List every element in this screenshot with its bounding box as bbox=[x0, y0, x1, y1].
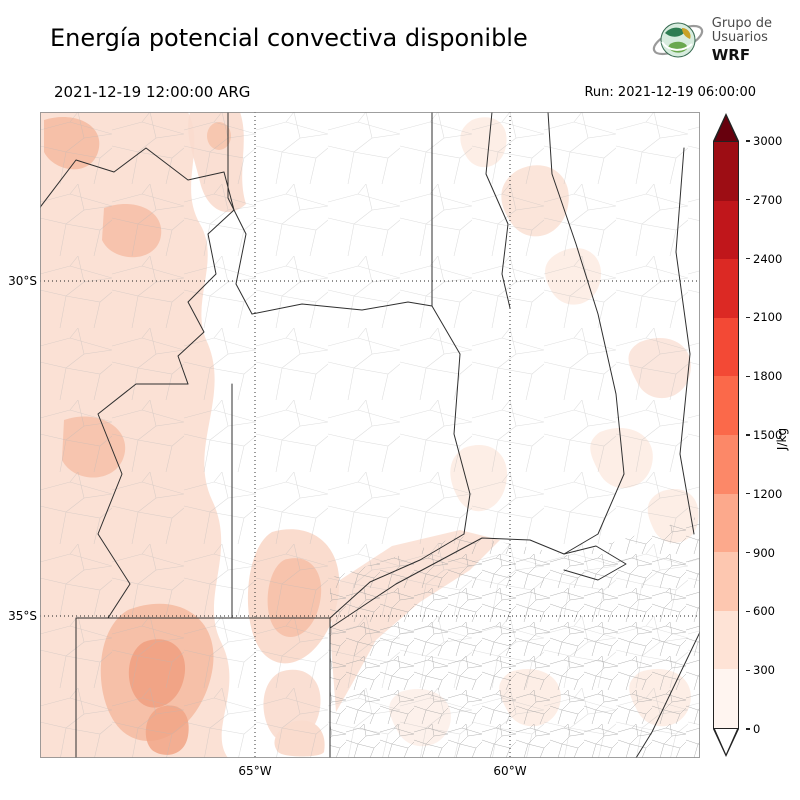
colorbar-tick: 0 bbox=[746, 723, 796, 735]
colorbar-segment bbox=[714, 552, 738, 611]
colorbar-tick: 2100 bbox=[746, 311, 796, 323]
lat-tick-35s: 35°S bbox=[8, 609, 37, 623]
colorbar-tick: 1800 bbox=[746, 370, 796, 382]
lat-tick-30s: 30°S bbox=[8, 274, 37, 288]
map-panel bbox=[40, 112, 700, 758]
colorbar-segment bbox=[714, 610, 738, 670]
globe-icon bbox=[652, 22, 703, 58]
colorbar-segment bbox=[714, 317, 738, 377]
colorbar-unit-label: J/kg bbox=[775, 427, 789, 451]
colorbar-segment bbox=[714, 434, 738, 494]
colorbar-segment bbox=[714, 376, 738, 435]
wrf-logo: Grupo de Usuarios WRF bbox=[651, 13, 772, 67]
colorbar-bar bbox=[713, 141, 739, 729]
run-time-label: Run: 2021-12-19 06:00:00 bbox=[584, 85, 756, 100]
colorbar-segment bbox=[714, 669, 738, 728]
colorbar-segment bbox=[714, 142, 738, 201]
colorbar-tick: 3000 bbox=[746, 135, 796, 147]
colorbar-under-arrow bbox=[713, 729, 739, 757]
colorbar-tick: 600 bbox=[746, 605, 796, 617]
colorbar-segment bbox=[714, 493, 738, 553]
logo-acronym: WRF bbox=[711, 45, 751, 64]
colorbar-segment bbox=[714, 200, 738, 260]
colorbar-over-arrow bbox=[713, 113, 739, 141]
colorbar-tick-labels: 3000 2700 2400 2100 1800 1500 1200 900 6… bbox=[746, 135, 796, 735]
colorbar bbox=[713, 113, 739, 757]
cape-map bbox=[40, 112, 700, 758]
colorbar-tick: 300 bbox=[746, 664, 796, 676]
colorbar-tick: 2400 bbox=[746, 253, 796, 265]
valid-time-label: 2021-12-19 12:00:00 ARG bbox=[54, 83, 251, 101]
page-title: Energía potencial convectiva disponible bbox=[50, 24, 528, 52]
lon-tick-65w: 65°W bbox=[238, 764, 272, 778]
logo-org-line2: Usuarios bbox=[711, 30, 768, 46]
lon-tick-60w: 60°W bbox=[493, 764, 527, 778]
colorbar-over-arrow-fill bbox=[715, 116, 737, 141]
logo-text: Grupo de Usuarios WRF bbox=[711, 15, 772, 64]
logo-org-line1: Grupo de bbox=[711, 15, 772, 31]
colorbar-tick: 1200 bbox=[746, 488, 796, 500]
province-borders bbox=[40, 112, 700, 758]
colorbar-tick: 2700 bbox=[746, 194, 796, 206]
axes-frame bbox=[40, 112, 700, 758]
colorbar-tick: 1500 bbox=[746, 429, 796, 441]
colorbar-under-arrow-fill bbox=[715, 729, 737, 754]
colorbar-tick: 900 bbox=[746, 547, 796, 559]
department-borders bbox=[40, 112, 700, 758]
colorbar-segment bbox=[714, 259, 738, 318]
